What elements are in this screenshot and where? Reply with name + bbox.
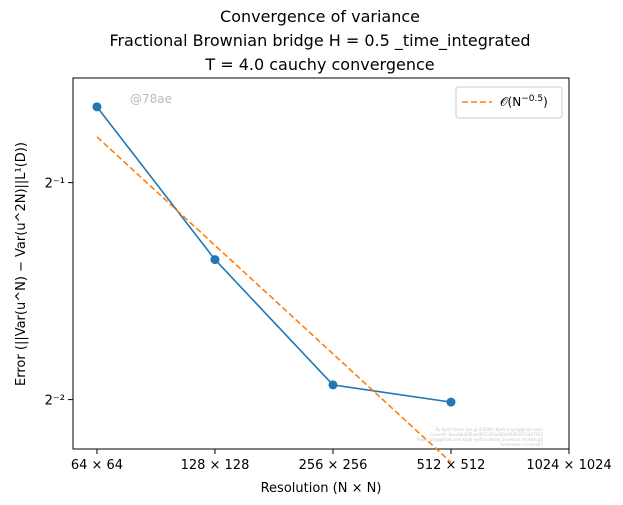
legend-box	[455, 86, 563, 119]
error-series-point	[446, 397, 456, 407]
reference-line-dashed	[96, 136, 452, 463]
fine-print-line-2: Commit: 8aaa9b3bf5ae6607c93ad80ab6063973…	[430, 432, 543, 437]
legend-label-exponent: −0.5	[521, 94, 543, 104]
watermark-text: @78ae	[130, 92, 172, 106]
x-tick-label: 128 × 128	[181, 458, 250, 473]
fine-print-line-4: Hostname: r1-n4-007	[500, 442, 543, 447]
legend: 𝒪(N−0.5)	[455, 86, 563, 119]
legend-label-suffix: )	[543, 95, 548, 109]
y-tick-label: 2⁻¹	[45, 177, 65, 192]
axis-ticks: 64 × 64 128 × 128 256 × 256 512 × 512 1024 ×…	[45, 177, 612, 473]
series-layer	[92, 102, 456, 463]
x-tick-label: 256 × 256	[299, 458, 368, 473]
x-tick-label: 1024 × 1024	[526, 458, 611, 473]
y-axis-label: Error (||Var(u^N) − Var(u^2N)||L¹(D))	[14, 142, 29, 386]
legend-label: 𝒪(N−0.5)	[500, 94, 548, 109]
fine-print-line-3: Repo: git@github.com:kjetil-lye/fraction…	[417, 437, 544, 442]
error-series-point	[210, 255, 220, 265]
title-line-1: Convergence of variance	[220, 7, 420, 26]
error-series-line	[96, 106, 452, 403]
x-tick-label: 64 × 64	[71, 458, 123, 473]
plot-area	[72, 77, 570, 450]
fine-print: By Kjetil Olsen Lye @ 0.0000 (Kjetil.o.l…	[417, 427, 544, 447]
legend-label-prefix: 𝒪(N	[500, 95, 521, 109]
title-line-3: T = 4.0 cauchy convergence	[204, 55, 434, 74]
x-tick-label: 512 × 512	[417, 458, 486, 473]
x-axis-label: Resolution (N × N)	[261, 481, 382, 496]
fine-print-line-1: By Kjetil Olsen Lye @ 0.0000 (Kjetil.o.l…	[435, 427, 543, 432]
error-series-point	[328, 380, 338, 390]
error-series-point	[92, 102, 102, 112]
title-line-2: Fractional Brownian bridge H = 0.5 _time…	[109, 31, 530, 51]
chart-title: Convergence of variance Fractional Brown…	[109, 7, 530, 74]
y-tick-label: 2⁻²	[45, 394, 65, 409]
